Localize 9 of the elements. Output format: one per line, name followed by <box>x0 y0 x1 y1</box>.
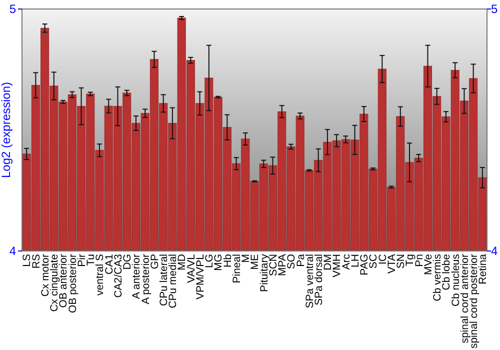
y2-tick-label: 5 <box>491 2 498 16</box>
y2-tick-label: 4 <box>491 244 498 258</box>
x-tick-label: SPa dorsal <box>313 254 325 306</box>
x-tick-label: Retina <box>477 254 490 284</box>
x-tick-label: spinal cord posterior <box>468 253 480 349</box>
x-tick-label: Tg <box>404 254 416 266</box>
x-tick-label: MVe <box>422 254 434 276</box>
x-tick-label: CPu lateral <box>158 254 170 306</box>
y-axis-title: Log2 (expression) <box>0 82 13 178</box>
